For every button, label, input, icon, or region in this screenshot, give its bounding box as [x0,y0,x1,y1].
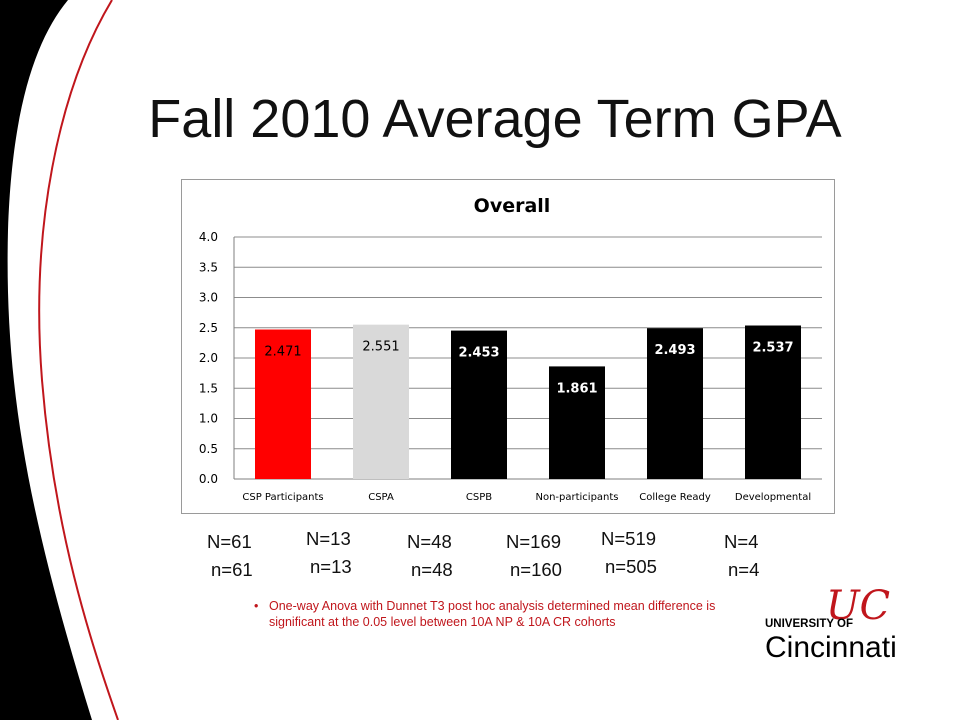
sample-N: N=4 [724,531,759,552]
sample-n: n=160 [510,559,562,580]
black-swoosh [0,0,92,720]
sample-size-3: N=169 n=160 [506,528,562,584]
y-tick-label: 4.0 [199,230,218,244]
sample-N: N=61 [207,531,252,552]
footnote: • One-way Anova with Dunnet T3 post hoc … [254,598,754,630]
sample-n: n=13 [310,556,352,577]
bar [647,328,703,479]
bar [745,325,801,479]
bar [549,366,605,479]
bar [451,330,507,479]
sample-n: n=505 [605,556,657,577]
uc-mark-icon: UC [826,583,890,629]
chart-title: Overall [474,195,551,217]
x-tick-label: CSPA [368,492,394,503]
x-tick-label: CSPB [466,492,492,503]
university-logo: UC UNIVERSITY OF Cincinnati [765,583,897,664]
gridlines [233,236,822,480]
sample-size-2: N=48 n=48 [407,528,453,584]
x-tick-label: College Ready [639,492,711,503]
bullet-icon: • [254,599,259,613]
y-tick-label: 3.5 [199,260,218,274]
y-tick-label: 0.0 [199,472,218,486]
sample-n: n=61 [211,559,253,580]
x-tick-label: Non-participants [535,492,618,503]
sample-size-4: N=519 n=505 [601,525,657,581]
bars [255,324,801,479]
sample-size-1: N=13 n=13 [306,525,352,581]
red-curve-line [38,0,119,720]
sample-size-5: N=4 n=4 [724,528,759,584]
logo-main-text: Cincinnati [765,631,897,664]
slide-title: Fall 2010 Average Term GPA [148,89,842,149]
bar [255,329,311,479]
y-tick-label: 2.0 [199,351,218,365]
y-axis-ticks: 0.0 0.5 1.0 1.5 2.0 2.5 3.0 3.5 4.0 [199,230,218,486]
x-tick-label: Developmental [735,492,811,503]
sample-N: N=169 [506,531,562,552]
sample-size-0: N=61 n=61 [207,528,253,584]
data-label: 2.471 [264,345,301,360]
sample-N: N=519 [601,528,657,549]
footnote-text: One-way Anova with Dunnet T3 post hoc an… [269,599,716,629]
x-axis-ticks: CSP Participants CSPA CSPB Non-participants… [242,492,811,503]
data-label: 2.551 [362,340,399,355]
sample-N: N=48 [407,531,452,552]
bar [353,324,409,479]
chart-frame: Overall 0.0 0.5 1.0 1.5 2.0 2.5 3.0 3.5 4.0 2.47… [181,179,835,514]
data-label: 2.537 [752,341,793,356]
data-label: 2.493 [654,343,695,358]
sample-n: n=48 [411,559,453,580]
bar-chart: Overall 0.0 0.5 1.0 1.5 2.0 2.5 3.0 3.5 4.0 2.47… [199,195,822,503]
y-tick-label: 0.5 [199,442,218,456]
y-tick-label: 1.5 [199,381,218,395]
sample-n: n=4 [728,559,760,580]
y-tick-label: 1.0 [199,412,218,426]
y-tick-label: 3.0 [199,291,218,305]
sample-N: N=13 [306,528,351,549]
data-label: 1.861 [556,381,597,396]
data-labels: 2.471 2.551 2.453 1.861 2.493 2.537 [264,340,793,397]
y-tick-label: 2.5 [199,321,218,335]
logo-top-text: UNIVERSITY OF [765,618,853,630]
x-tick-label: CSP Participants [242,492,323,503]
data-label: 2.453 [458,346,499,361]
